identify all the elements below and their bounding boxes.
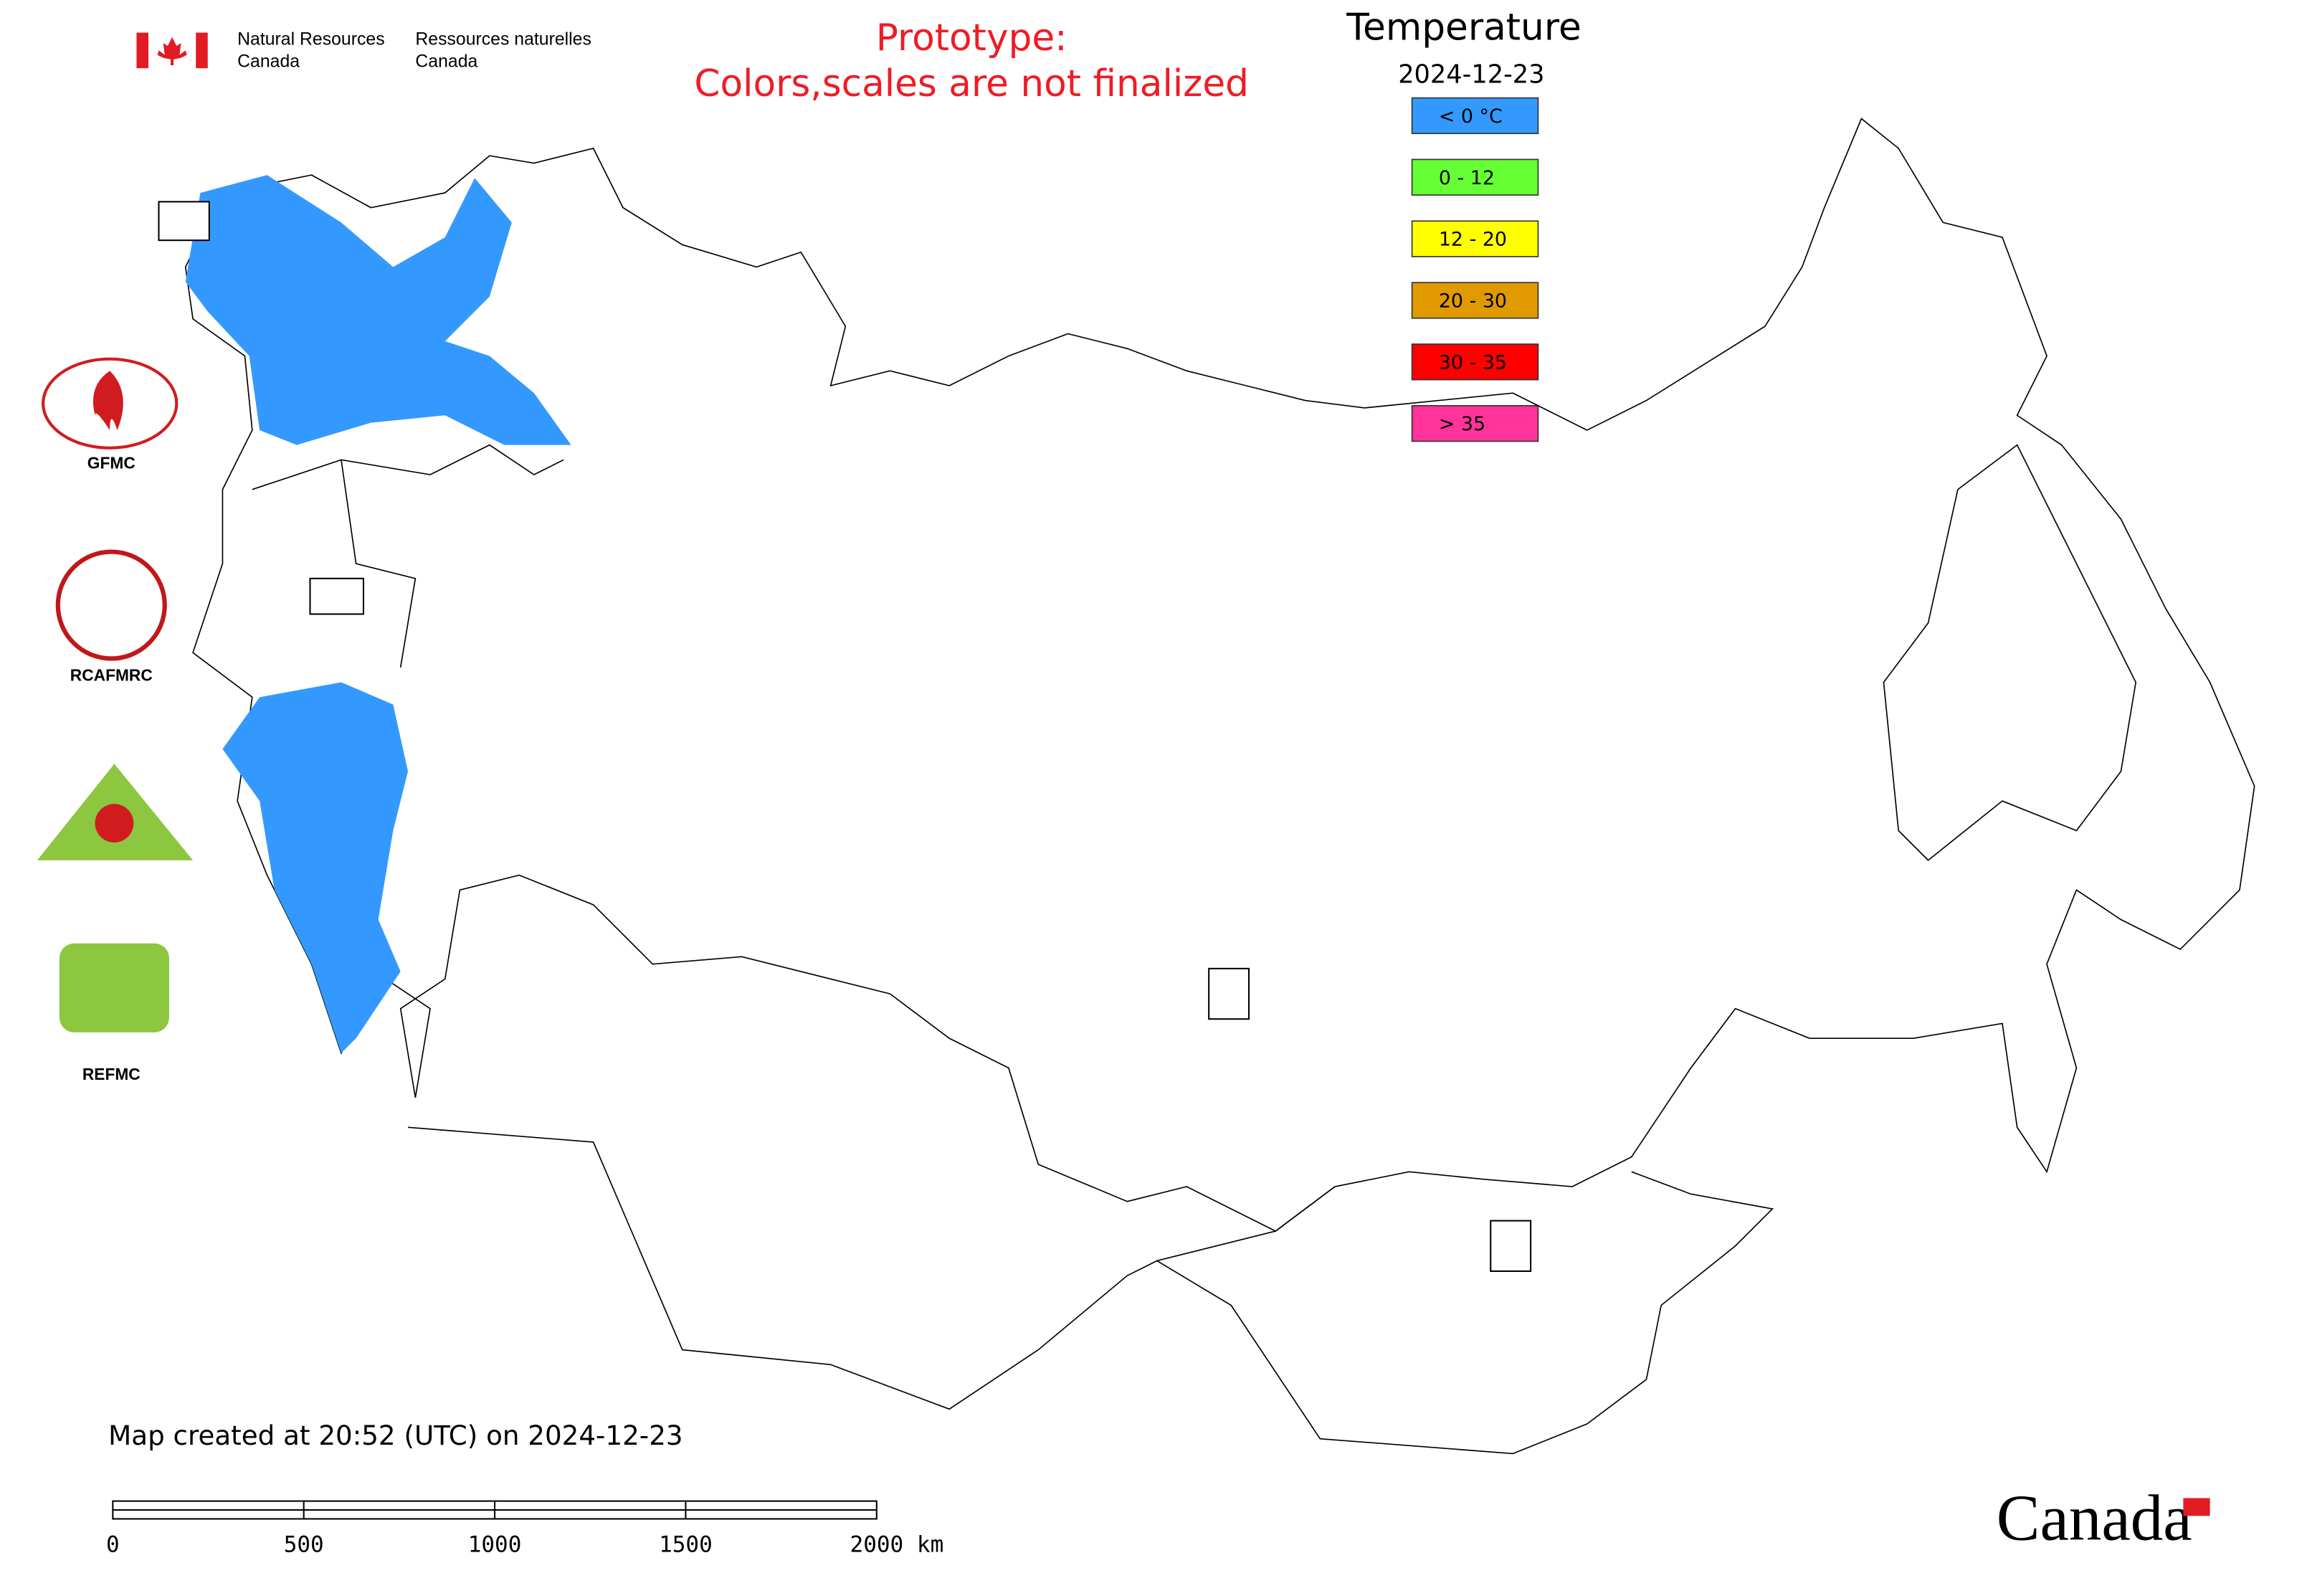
flame [95, 804, 134, 843]
border [252, 444, 1336, 1262]
agency-fr: Canada [415, 52, 477, 71]
legend-swatch [1411, 404, 1539, 442]
canada-wordmark: Canada [1997, 1482, 2192, 1554]
legend-swatch [1411, 343, 1539, 381]
temperature-area [222, 682, 409, 1053]
rcafmrc-logo [55, 549, 167, 661]
legend-date: 2024-12-23 [1398, 60, 1544, 90]
refmc-marker [1208, 967, 1250, 1020]
scale-bar: 0 500 1000 1500 2000 km [106, 1500, 944, 1558]
logos: GFMC RCAFMRC REFMC [37, 357, 194, 1083]
border [407, 1126, 1774, 1455]
logo-label: GFMC [87, 454, 135, 472]
reefmc-marker [309, 577, 365, 615]
legend-title: Temperature [1346, 6, 1582, 49]
flag-bar [136, 32, 149, 69]
logo-label: RCAFMRC [70, 665, 153, 684]
nrcan-header: Natural Resources Canada Ressources natu… [136, 29, 591, 71]
prototype-notice: Colors,scales are not finalized [694, 62, 1249, 105]
legend-label: 12 - 20 [1439, 229, 1507, 251]
legend-label: < 0 °C [1439, 105, 1503, 128]
legend-label: 20 - 30 [1439, 290, 1507, 312]
flag-bar [196, 32, 208, 69]
map [158, 118, 2255, 1455]
agency-en: Canada [237, 52, 300, 71]
scale-label: 1000 [468, 1532, 522, 1558]
peninsula [1883, 444, 2137, 861]
legend-label: 30 - 35 [1439, 351, 1507, 374]
prototype-notice: Prototype: [876, 16, 1067, 60]
coastline [184, 118, 2255, 1232]
gfmc-marker [158, 201, 210, 242]
scale-label: 500 [284, 1532, 324, 1558]
map-markers [158, 201, 1532, 1272]
legend-swatch [1411, 97, 1539, 135]
scale-label: 1500 [659, 1532, 713, 1558]
temperature-area [185, 175, 571, 445]
legend-swatch [1411, 158, 1539, 196]
legend-swatch [1411, 282, 1539, 319]
legend-label: 0 - 12 [1439, 167, 1495, 189]
agency-en: Natural Resources [237, 29, 384, 49]
rcafmrc-marker [1490, 1220, 1532, 1272]
creation-note: Map created at 20:52 (UTC) on 2024-12-23 [108, 1420, 682, 1451]
legend-label: > 35 [1439, 413, 1485, 435]
maple-leaf [157, 37, 187, 66]
agency-fr: Ressources naturelles [415, 29, 591, 49]
legend: < 0 °C 0 - 12 12 - 20 20 - 30 30 - 35 > 35 [1411, 97, 1539, 442]
logo-label: REFMC [82, 1065, 141, 1083]
legend-swatch [1411, 220, 1539, 257]
scale-label: 0 [106, 1532, 120, 1558]
refmc-logo [59, 943, 169, 1032]
flame [92, 371, 123, 430]
scale-label: 2000 km [850, 1532, 944, 1558]
wordmark-flag [2183, 1498, 2210, 1516]
